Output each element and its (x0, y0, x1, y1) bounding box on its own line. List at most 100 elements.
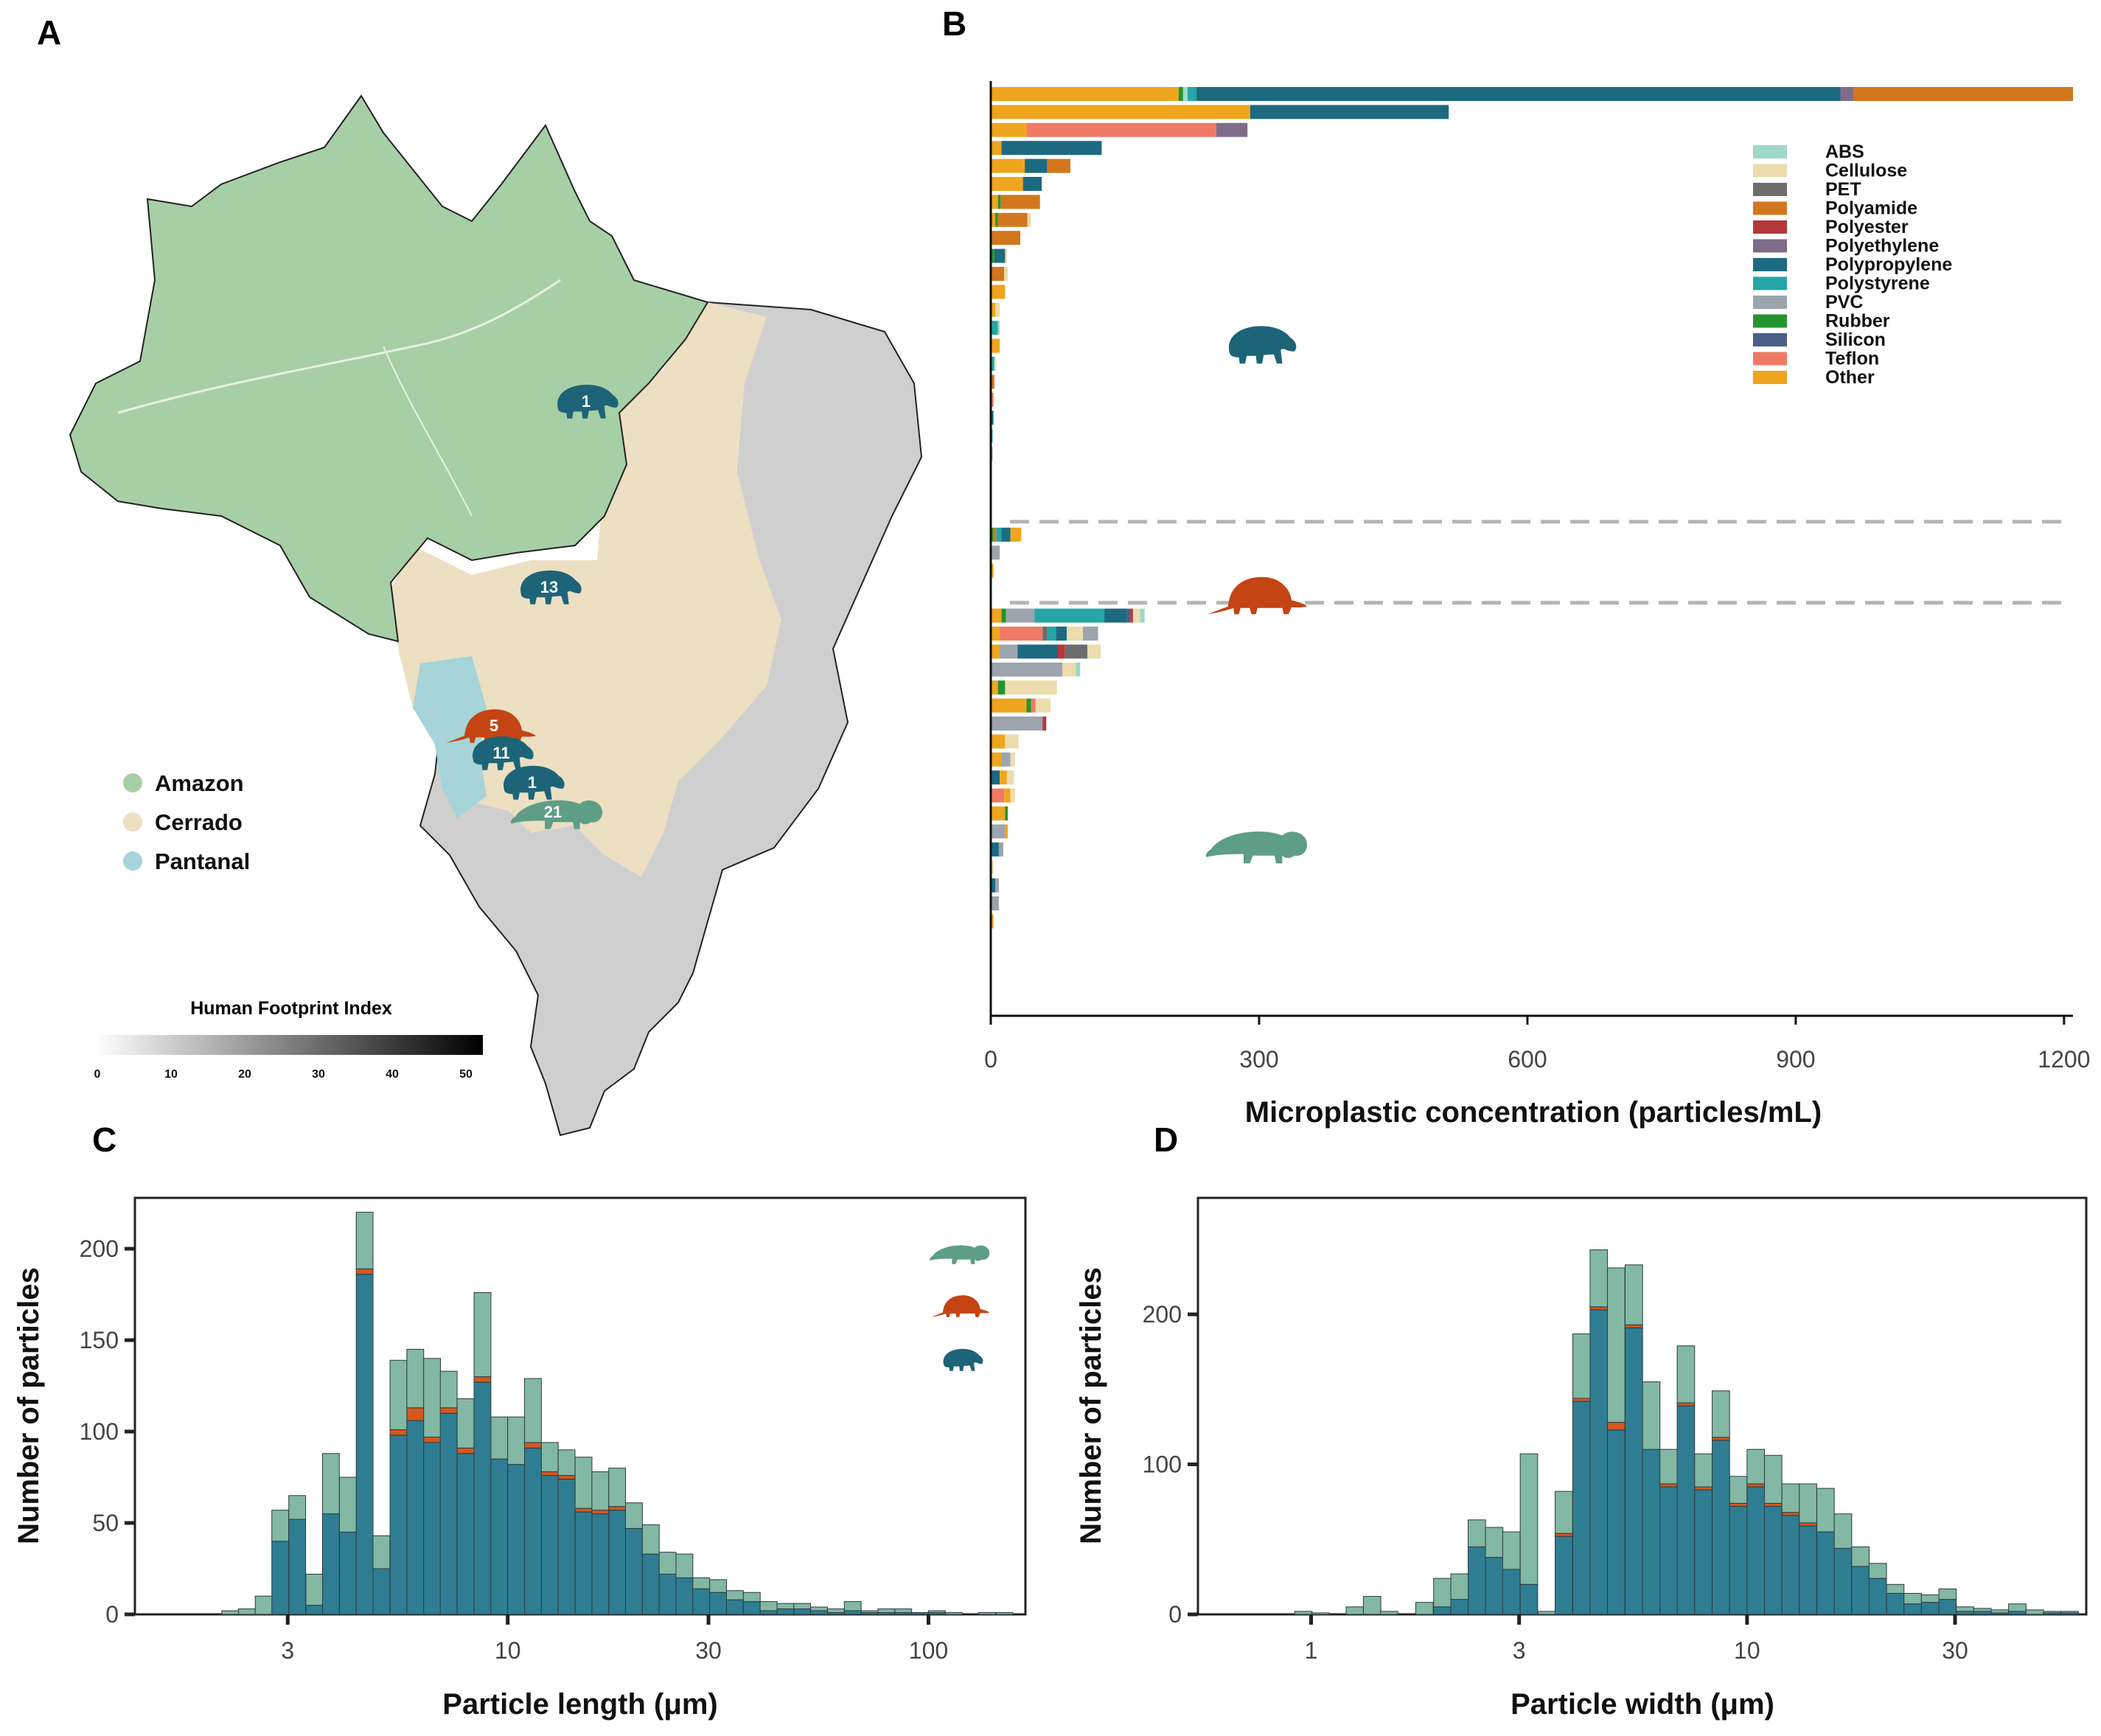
bar-segment-other (1004, 788, 1011, 803)
legend-label-teflon: Teflon (1825, 349, 1879, 369)
x-tick-label: 1 (1305, 1637, 1318, 1664)
hist-bar-anteater (355, 1211, 374, 1269)
bar-segment-other (991, 285, 1006, 299)
c-legend-tapir-icon (943, 1348, 983, 1371)
legend-label-polystyrene: Polystyrene (1825, 273, 1930, 294)
bar-segment-cellulose (1010, 752, 1015, 767)
hist-bar-anteater (1450, 1573, 1469, 1600)
hist-bar-tapir (271, 1541, 290, 1615)
bar-segment-polyamide (993, 527, 997, 542)
legend-swatch-polyester (1753, 220, 1787, 234)
bar-segment-other (991, 141, 1002, 156)
legend-label-polyethylene: Polyethylene (1825, 236, 1939, 257)
bar-segment-cellulose (991, 860, 994, 875)
hist-bar-anteater (641, 1524, 660, 1555)
map-marker-armadillo: 5 (446, 709, 536, 743)
bar-segment-pvc (1006, 608, 1035, 623)
b-x-tick-label: 0 (984, 1046, 997, 1073)
bar-segment-cellulose (1027, 212, 1031, 227)
hist-bar-tapir (439, 1412, 458, 1615)
hist-bar-tapir (338, 1531, 357, 1615)
colorbar-title: Human Footprint Index (190, 998, 392, 1019)
bar-segment-polystyrene (1047, 627, 1056, 641)
hist-bar-armadillo (355, 1268, 374, 1275)
bar-segment-pvc (1000, 644, 1018, 659)
hist-bar-armadillo (423, 1436, 442, 1443)
legend-cerrado: Cerrado (155, 809, 243, 835)
hist-bar-tapir (389, 1435, 408, 1615)
bar-segment-other (1010, 527, 1022, 542)
bar-segment-other (991, 644, 1000, 659)
bar-segment-polyester (1057, 644, 1065, 659)
y-tick-label: 50 (92, 1510, 119, 1536)
bar-segment-other (991, 87, 1179, 101)
hist-bar-anteater (507, 1416, 526, 1465)
b-bars (991, 87, 2073, 929)
hist-bar-anteater (1938, 1588, 1957, 1600)
d-bars (1294, 1249, 2079, 1615)
bar-segment-polyethylene (1840, 87, 1854, 101)
hist-bar-anteater (1781, 1483, 1800, 1513)
bar-segment-pvc (991, 662, 1063, 677)
hist-bar-anteater (221, 1610, 240, 1615)
hist-bar-tapir (305, 1605, 324, 1615)
legend-label-pet: PET (1825, 179, 1861, 200)
hist-bar-anteater (1294, 1611, 1313, 1615)
hist-bar-anteater (2008, 1603, 2027, 1612)
hist-bar-tapir (1712, 1440, 1730, 1615)
bar-segment-other (991, 680, 998, 695)
pantanal-swatch (123, 851, 142, 871)
hist-bar-tapir (810, 1610, 828, 1615)
hist-bar-armadillo (1659, 1483, 1678, 1488)
hist-bar-armadillo (524, 1442, 542, 1449)
bar-segment-rubber (1026, 698, 1031, 713)
hist-bar-tapir (911, 1612, 929, 1615)
colorbar-tick-label: 0 (94, 1068, 101, 1081)
bar-segment-other (991, 338, 1000, 353)
hist-bar-anteater (759, 1601, 778, 1611)
hist-bar-anteater (2060, 1611, 2079, 1614)
bar-segment-polystyrene (1034, 608, 1105, 623)
hist-bar-armadillo (1676, 1402, 1696, 1406)
hist-bar-tapir (1973, 1611, 1992, 1615)
hist-bar-anteater (1886, 1583, 1905, 1594)
bar-segment-cellulose (1062, 662, 1076, 677)
bar-segment-abs (997, 321, 1000, 335)
bar-segment-polystyrene (1187, 87, 1197, 101)
hist-bar-anteater (1920, 1594, 1940, 1603)
bar-segment-other (991, 122, 1027, 137)
bar-segment-teflon (1000, 627, 1043, 641)
hist-bar-tapir (1502, 1569, 1521, 1615)
x-tick-label: 10 (495, 1637, 521, 1664)
hist-bar-anteater (2025, 1609, 2044, 1615)
y-tick-label: 100 (80, 1418, 119, 1445)
river-line (117, 279, 561, 414)
bar-segment-polyester (1042, 717, 1047, 731)
legend-swatch-abs (1753, 145, 1787, 158)
bar-segment-cellulose (1005, 734, 1019, 749)
hist-bar-tapir (759, 1610, 778, 1615)
hist-bar-tapir (1781, 1515, 1800, 1615)
bar-segment-polypropylene (1001, 527, 1011, 542)
bar-segment-pet (1065, 644, 1088, 659)
marker-count: 1 (582, 392, 590, 411)
legend-swatch-silicon (1753, 333, 1787, 346)
bar-segment-other (991, 698, 1027, 713)
legend-label-polyester: Polyester (1825, 217, 1909, 237)
bar-segment-polypropylene (991, 770, 1000, 785)
hist-bar-tapir (692, 1588, 711, 1615)
hist-bar-anteater (793, 1603, 812, 1610)
hist-bar-tapir (675, 1577, 694, 1615)
y-tick-label: 200 (80, 1235, 119, 1262)
legend-pantanal: Pantanal (155, 848, 250, 874)
hist-bar-anteater (1833, 1513, 1853, 1549)
hist-bar-anteater (490, 1416, 509, 1460)
legend-swatch-rubber (1753, 314, 1787, 328)
hist-bar-anteater (927, 1610, 946, 1614)
hist-bar-anteater (389, 1359, 408, 1431)
hist-bar-tapir (490, 1458, 509, 1615)
bar-segment-abs (1076, 662, 1081, 677)
legend-label-polyamide: Polyamide (1825, 198, 1917, 219)
hist-bar-tapir (1868, 1578, 1887, 1615)
